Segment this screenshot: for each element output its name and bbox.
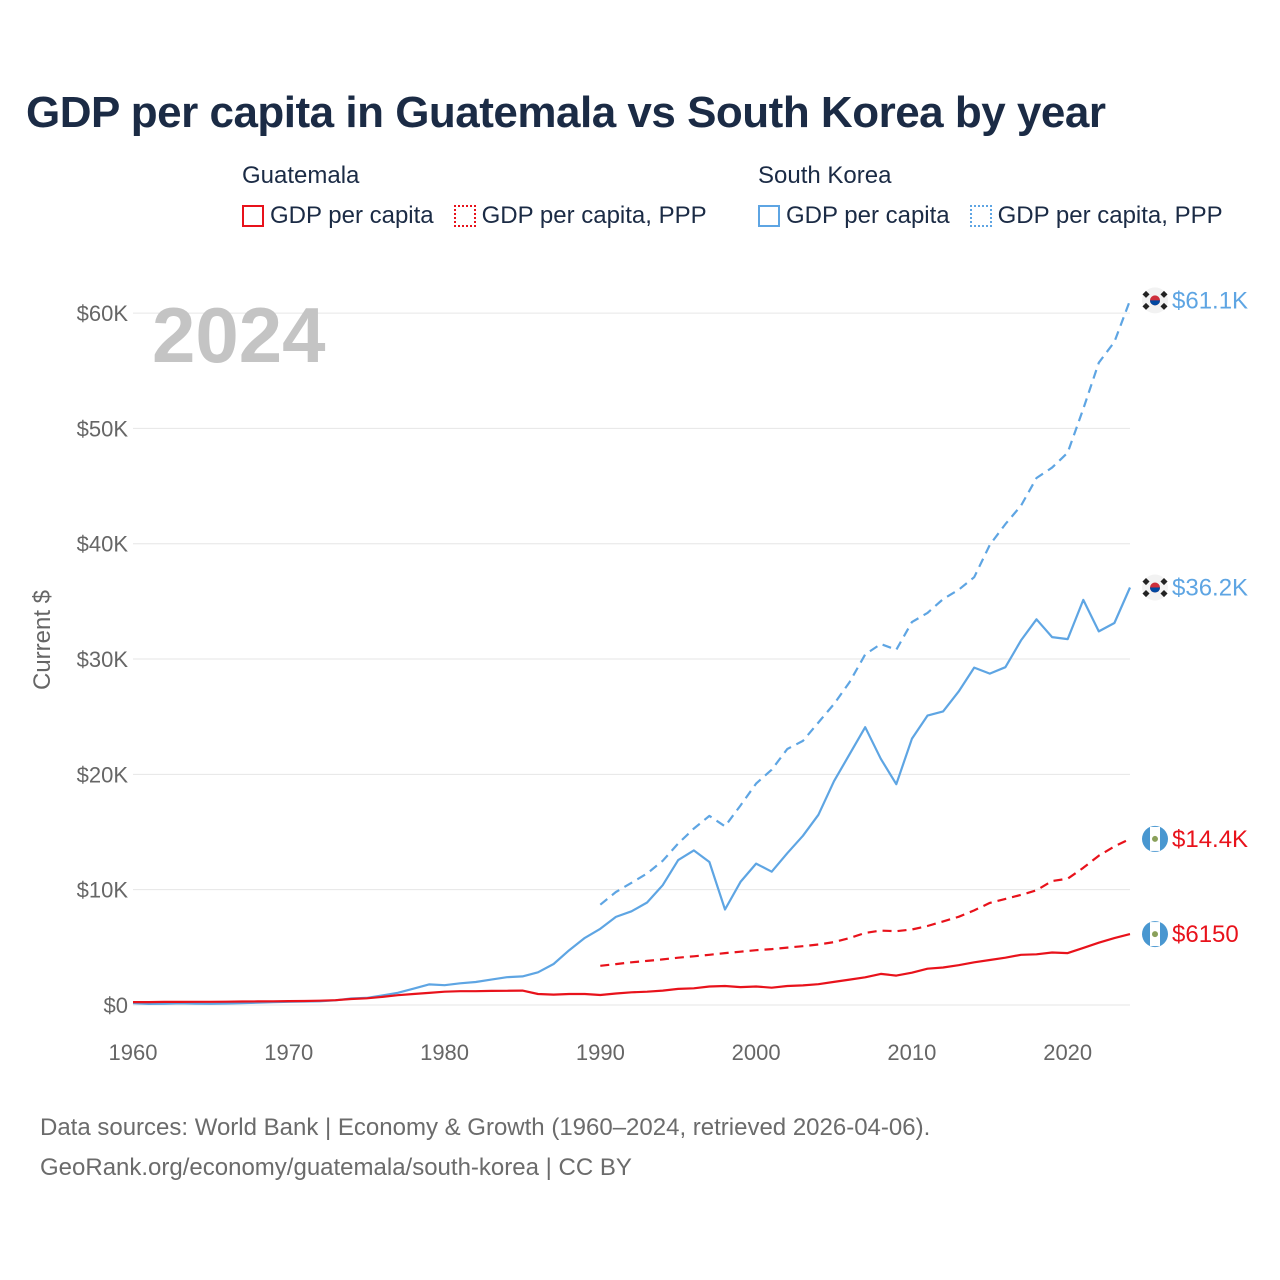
series-line-south_korea-gdp[interactable]	[132, 587, 1132, 1006]
x-tick-label: 2000	[732, 1040, 781, 1065]
legend-label: GDP per capita, PPP	[997, 202, 1223, 229]
legend-item-south-korea-gdp[interactable]: GDP per capita	[758, 202, 950, 230]
south-korea-flag-icon	[1142, 287, 1168, 314]
chart-title: GDP per capita in Guatemala vs South Kor…	[26, 88, 1106, 137]
legend-group-guatemala: Guatemala GDP per capita GDP per capita,…	[242, 162, 707, 230]
year-watermark: 2024	[152, 291, 326, 379]
legend-swatch-solid	[758, 205, 780, 227]
guatemala-flag-icon	[1142, 921, 1168, 948]
y-tick-label: $30K	[77, 647, 129, 672]
x-tick-label: 1970	[264, 1040, 313, 1065]
legend-item-south-korea-ppp[interactable]: GDP per capita, PPP	[969, 202, 1223, 230]
legend-label: GDP per capita, PPP	[481, 202, 707, 229]
y-tick-label: $40K	[77, 532, 129, 557]
south-korea-flag-icon	[1142, 574, 1168, 601]
legend-item-guatemala-ppp[interactable]: GDP per capita, PPP	[453, 202, 707, 230]
x-tick-label: 1990	[576, 1040, 625, 1065]
y-tick-label: $50K	[77, 416, 129, 441]
x-tick-label: 2020	[1043, 1040, 1092, 1065]
legend-label: GDP per capita	[270, 202, 434, 229]
legend-group-name: Guatemala	[242, 162, 360, 189]
footer-link[interactable]: GeoRank.org/economy/guatemala/south-kore…	[40, 1154, 632, 1181]
legend-label: GDP per capita	[786, 202, 950, 229]
y-tick-label: $20K	[77, 762, 129, 787]
y-tick-label: $0	[104, 993, 128, 1018]
x-tick-label: 1960	[109, 1040, 158, 1065]
y-axis-label: Current $	[29, 590, 56, 690]
end-value-label: $14.4K	[1172, 826, 1248, 853]
y-tick-label: $10K	[77, 878, 129, 903]
series-line-south_korea-ppp[interactable]	[599, 300, 1132, 906]
series-line-guatemala-ppp[interactable]	[600, 837, 1131, 967]
x-tick-label: 1980	[420, 1040, 469, 1065]
x-tick-label: 2010	[887, 1040, 936, 1065]
footer: Data sources: World Bank | Economy & Gro…	[40, 1108, 930, 1188]
end-value-label: $36.2K	[1172, 575, 1248, 602]
series-line-guatemala-gdp[interactable]	[133, 933, 1131, 1004]
legend-swatch-dotted	[969, 205, 992, 227]
end-value-label: $61.1K	[1172, 287, 1248, 314]
guatemala-flag-icon	[1142, 825, 1168, 852]
y-tick-label: $60K	[77, 301, 129, 326]
legend-group-south-korea: South Korea GDP per capita GDP per capit…	[758, 162, 1223, 230]
legend-swatch-dotted	[453, 205, 476, 227]
legend-group-name: South Korea	[758, 162, 892, 189]
end-value-label: $6150	[1172, 921, 1239, 948]
legend-item-guatemala-gdp[interactable]: GDP per capita	[242, 202, 434, 230]
footer-sources: Data sources: World Bank | Economy & Gro…	[40, 1114, 931, 1141]
legend-swatch-solid	[242, 205, 264, 227]
